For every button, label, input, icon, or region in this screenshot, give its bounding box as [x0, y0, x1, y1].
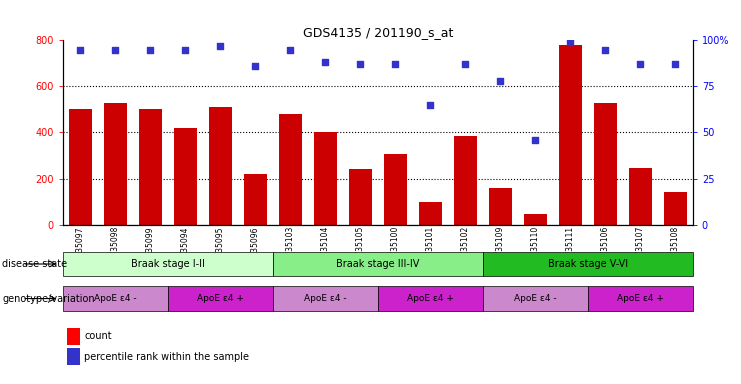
- Text: ApoE ε4 -: ApoE ε4 -: [94, 294, 137, 303]
- Bar: [524, 214, 547, 225]
- Bar: [489, 188, 512, 225]
- Point: [354, 61, 366, 67]
- Bar: [174, 128, 197, 225]
- Text: genotype/variation: genotype/variation: [2, 293, 95, 304]
- Bar: [454, 136, 476, 225]
- Title: GDS4135 / 201190_s_at: GDS4135 / 201190_s_at: [303, 26, 453, 39]
- Bar: [279, 114, 302, 225]
- Bar: [63, 286, 168, 311]
- Point: [425, 102, 436, 108]
- Text: ApoE ε4 -: ApoE ε4 -: [514, 294, 556, 303]
- Point: [459, 61, 471, 67]
- Text: Braak stage I-II: Braak stage I-II: [131, 259, 205, 269]
- Point: [75, 46, 87, 53]
- Bar: [69, 109, 92, 225]
- Text: ApoE ε4 +: ApoE ε4 +: [197, 294, 244, 303]
- Point: [599, 46, 611, 53]
- Text: ApoE ε4 +: ApoE ε4 +: [617, 294, 664, 303]
- Point: [144, 46, 156, 53]
- Bar: [594, 103, 617, 225]
- Bar: [104, 103, 127, 225]
- Point: [565, 39, 576, 45]
- Point: [390, 61, 402, 67]
- Point: [634, 61, 646, 67]
- Point: [669, 61, 681, 67]
- Bar: [273, 286, 378, 311]
- Point: [110, 46, 122, 53]
- Point: [250, 63, 262, 69]
- Bar: [168, 286, 273, 311]
- Bar: [483, 286, 588, 311]
- Point: [319, 60, 331, 66]
- Bar: [314, 132, 337, 225]
- Bar: [139, 109, 162, 225]
- Bar: [419, 202, 442, 225]
- Bar: [629, 168, 652, 225]
- Bar: [664, 192, 687, 225]
- Point: [215, 43, 227, 49]
- Bar: [67, 328, 80, 345]
- Bar: [63, 252, 273, 276]
- Bar: [378, 286, 483, 311]
- Bar: [67, 348, 80, 365]
- Point: [179, 46, 191, 53]
- Bar: [588, 286, 693, 311]
- Bar: [384, 154, 407, 225]
- Point: [529, 137, 541, 143]
- Text: ApoE ε4 -: ApoE ε4 -: [304, 294, 347, 303]
- Text: count: count: [84, 331, 112, 341]
- Bar: [209, 107, 232, 225]
- Bar: [244, 174, 267, 225]
- Point: [494, 78, 506, 84]
- Text: Braak stage V-VI: Braak stage V-VI: [548, 259, 628, 269]
- Bar: [349, 169, 372, 225]
- Text: disease state: disease state: [2, 259, 67, 269]
- Bar: [483, 252, 693, 276]
- Bar: [273, 252, 483, 276]
- Bar: [559, 45, 582, 225]
- Text: ApoE ε4 +: ApoE ε4 +: [407, 294, 453, 303]
- Point: [285, 46, 296, 53]
- Text: percentile rank within the sample: percentile rank within the sample: [84, 352, 250, 362]
- Text: Braak stage III-IV: Braak stage III-IV: [336, 259, 419, 269]
